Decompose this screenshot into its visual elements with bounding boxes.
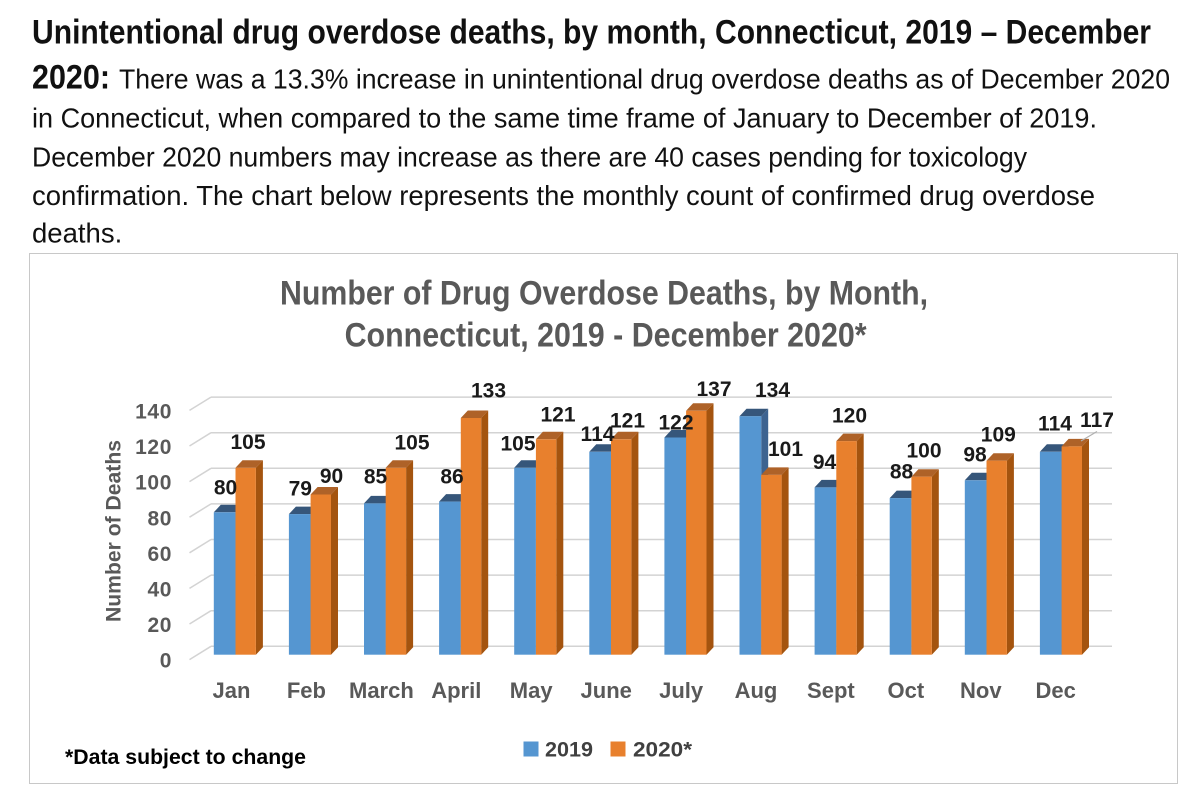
svg-text:Aug: Aug <box>735 678 778 703</box>
svg-text:90: 90 <box>320 465 343 488</box>
svg-text:Jan: Jan <box>213 678 251 703</box>
svg-text:105: 105 <box>230 431 265 454</box>
svg-text:There was a 13.3% increase in: There was a 13.3% increase in unintentio… <box>119 63 1170 94</box>
svg-text:88: 88 <box>890 461 914 484</box>
svg-text:60: 60 <box>147 543 172 566</box>
svg-text:Dec: Dec <box>1036 678 1076 703</box>
svg-text:Number of Deaths: Number of Deaths <box>103 440 126 622</box>
svg-text:Sept: Sept <box>807 678 855 703</box>
svg-text:100: 100 <box>906 440 941 463</box>
svg-text:80: 80 <box>214 477 237 500</box>
svg-text:June: June <box>581 678 632 703</box>
svg-text:80: 80 <box>147 507 172 530</box>
svg-text:Connecticut, 2019 - December 2: Connecticut, 2019 - December 2020* <box>345 317 868 355</box>
svg-text:100: 100 <box>135 472 172 495</box>
svg-text:120: 120 <box>135 436 172 459</box>
svg-text:140: 140 <box>135 401 172 424</box>
svg-text:2020:: 2020: <box>32 58 110 96</box>
svg-text:April: April <box>431 678 481 703</box>
svg-text:137: 137 <box>696 378 731 401</box>
svg-text:120: 120 <box>832 405 867 428</box>
svg-text:March: March <box>349 678 414 703</box>
svg-text:2020*: 2020* <box>633 739 693 762</box>
svg-text:114: 114 <box>1038 413 1072 436</box>
svg-text:Feb: Feb <box>287 678 326 703</box>
svg-text:134: 134 <box>755 379 790 402</box>
svg-text:122: 122 <box>658 412 693 435</box>
svg-text:Nov: Nov <box>960 678 1002 703</box>
svg-text:98: 98 <box>963 444 987 467</box>
svg-text:deaths.: deaths. <box>32 218 122 249</box>
svg-text:20: 20 <box>147 614 172 637</box>
svg-text:133: 133 <box>471 380 506 403</box>
svg-text:121: 121 <box>540 404 575 427</box>
svg-text:105: 105 <box>500 433 535 456</box>
svg-text:in Connecticut, when compared: in Connecticut, when compared to the sam… <box>32 103 1097 134</box>
svg-text:40: 40 <box>147 578 172 601</box>
svg-text:December 2020 numbers may incr: December 2020 numbers may increase as th… <box>32 142 1027 173</box>
svg-text:114: 114 <box>581 423 615 446</box>
svg-text:*Data subject to change: *Data subject to change <box>65 746 306 769</box>
svg-text:121: 121 <box>610 410 645 433</box>
svg-text:101: 101 <box>768 438 803 461</box>
svg-text:Unintentional drug overdose de: Unintentional drug overdose deaths, by m… <box>32 14 1151 52</box>
svg-text:86: 86 <box>440 466 463 489</box>
svg-text:July: July <box>659 678 704 703</box>
svg-text:85: 85 <box>364 466 388 489</box>
svg-text:confirmation. The chart below: confirmation. The chart below represents… <box>32 180 1095 211</box>
svg-text:Number of Drug Overdose Deaths: Number of Drug Overdose Deaths, by Month… <box>280 275 928 313</box>
svg-text:0: 0 <box>160 650 172 673</box>
svg-text:May: May <box>510 678 554 703</box>
svg-text:109: 109 <box>981 424 1016 447</box>
svg-text:79: 79 <box>289 478 312 501</box>
svg-text:2019: 2019 <box>545 739 593 762</box>
svg-text:117: 117 <box>1080 409 1114 432</box>
svg-text:Oct: Oct <box>888 678 925 703</box>
svg-text:94: 94 <box>813 451 837 474</box>
svg-text:105: 105 <box>394 432 429 455</box>
